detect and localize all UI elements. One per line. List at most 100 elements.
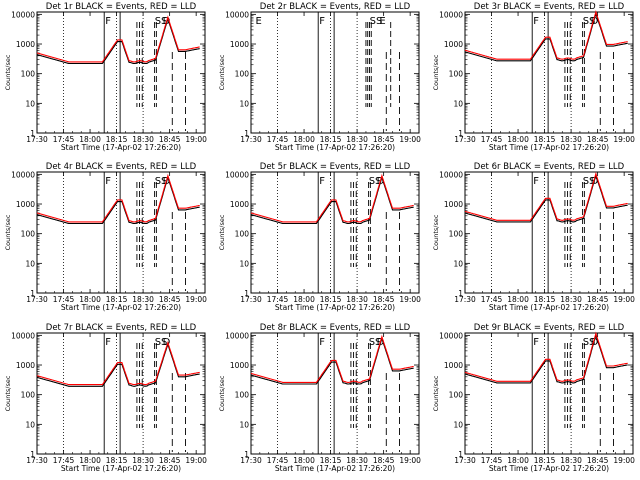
x-tick-label: 18:00 bbox=[79, 295, 101, 304]
x-tick-label: 18:15 bbox=[106, 456, 128, 465]
y-tick-label: 10 bbox=[239, 99, 249, 108]
panel-title: Det 4r BLACK = Events, RED = LLD bbox=[46, 162, 197, 172]
x-tick-label: 19:00 bbox=[399, 456, 421, 465]
flag-label: SS bbox=[369, 337, 382, 348]
x-axis-label: Start Time (17-Apr-02 17:26:20) bbox=[61, 464, 181, 473]
y-tick-label: 10 bbox=[453, 259, 463, 268]
x-tick-label: 18:15 bbox=[320, 456, 342, 465]
y-axis-label: Counts/sec bbox=[4, 54, 12, 90]
flag-label: SS bbox=[583, 176, 596, 187]
x-tick-label: 19:00 bbox=[185, 295, 207, 304]
x-tick-label: 17:45 bbox=[481, 456, 503, 465]
x-tick-label: 17:30 bbox=[454, 295, 476, 304]
y-tick-label: 1 bbox=[458, 450, 463, 459]
y-tick-label: 10000 bbox=[11, 10, 35, 19]
plot-frame bbox=[464, 171, 634, 294]
x-tick-label: 17:45 bbox=[53, 295, 75, 304]
x-axis-label: Start Time (17-Apr-02 17:26:20) bbox=[61, 303, 181, 312]
flag-label: SS bbox=[370, 16, 383, 27]
y-tick-label: 100 bbox=[449, 391, 464, 400]
x-tick-label: 17:30 bbox=[454, 456, 476, 465]
x-axis-label: Start Time (17-Apr-02 17:26:20) bbox=[489, 464, 609, 473]
flag-label: F bbox=[533, 176, 539, 187]
flag-label: F bbox=[105, 176, 111, 187]
detector-panel-6: Det 6r BLACK = Events, RED = LLD 1 10 100 10… bbox=[432, 162, 635, 312]
x-tick-label: 18:30 bbox=[346, 295, 368, 304]
y-tick-label: 100 bbox=[235, 70, 250, 79]
y-tick-label: 1000 bbox=[230, 361, 249, 370]
y-axis-label: Counts/sec bbox=[218, 54, 226, 90]
panel-title: Det 5r BLACK = Events, RED = LLD bbox=[260, 162, 411, 172]
y-tick-label: 10 bbox=[239, 420, 249, 429]
y-tick-label: 100 bbox=[235, 230, 250, 239]
y-tick-label: 10 bbox=[453, 99, 463, 108]
detector-panel-9: Det 9r BLACK = Events, RED = LLD 1 10 100 10… bbox=[432, 323, 635, 473]
x-tick-label: 18:00 bbox=[79, 135, 101, 144]
x-tick-label: 17:30 bbox=[240, 456, 262, 465]
y-tick-label: 1 bbox=[30, 129, 35, 138]
x-tick-label: 19:00 bbox=[399, 135, 421, 144]
y-axis-label: Counts/sec bbox=[432, 375, 440, 411]
x-tick-label: 18:30 bbox=[132, 135, 154, 144]
y-tick-label: 1000 bbox=[444, 40, 463, 49]
flag-label: F bbox=[319, 176, 325, 187]
x-tick-label: 18:00 bbox=[293, 456, 315, 465]
y-tick-label: 10000 bbox=[225, 331, 249, 340]
x-axis-label: Start Time (17-Apr-02 17:26:20) bbox=[61, 143, 181, 152]
detector-panel-1: Det 1r BLACK = Events, RED = LLD 1 10 100 10… bbox=[4, 2, 207, 152]
plot-frame bbox=[250, 332, 420, 455]
x-tick-label: 17:30 bbox=[240, 135, 262, 144]
flag-label: D bbox=[591, 16, 599, 27]
flag-label: SS bbox=[583, 16, 596, 27]
plot-frame bbox=[36, 11, 206, 134]
x-axis-label: Start Time (17-Apr-02 17:26:20) bbox=[275, 303, 395, 312]
flag-label: SS bbox=[583, 337, 596, 348]
x-tick-label: 17:45 bbox=[481, 295, 503, 304]
x-tick-label: 18:45 bbox=[373, 135, 395, 144]
x-tick-label: 17:45 bbox=[267, 135, 289, 144]
x-tick-label: 19:00 bbox=[185, 456, 207, 465]
y-tick-label: 1000 bbox=[16, 200, 35, 209]
x-tick-label: 18:45 bbox=[159, 456, 181, 465]
y-tick-label: 100 bbox=[21, 230, 36, 239]
lld-series-line bbox=[464, 331, 628, 382]
flag-label: SS bbox=[155, 16, 168, 27]
y-tick-label: 10000 bbox=[11, 170, 35, 179]
detector-panel-5: Det 5r BLACK = Events, RED = LLD 1 10 100 10… bbox=[218, 162, 421, 312]
flag-label: F bbox=[319, 16, 325, 27]
plot-frame bbox=[464, 332, 634, 455]
y-tick-label: 1 bbox=[244, 129, 249, 138]
x-tick-label: 18:30 bbox=[560, 295, 582, 304]
y-tick-label: 100 bbox=[21, 391, 36, 400]
x-tick-label: 18:30 bbox=[560, 456, 582, 465]
x-tick-label: 17:45 bbox=[481, 135, 503, 144]
x-tick-label: 18:30 bbox=[346, 135, 368, 144]
panel-title: Det 2r BLACK = Events, RED = LLD bbox=[260, 2, 411, 12]
lld-series-line bbox=[250, 334, 414, 383]
x-tick-label: 18:15 bbox=[534, 135, 556, 144]
panel-title: Det 8r BLACK = Events, RED = LLD bbox=[260, 323, 411, 333]
plot-frame bbox=[36, 332, 206, 455]
detector-panel-3: Det 3r BLACK = Events, RED = LLD 1 10 100 10… bbox=[432, 2, 635, 152]
x-tick-label: 18:30 bbox=[560, 135, 582, 144]
y-tick-label: 1000 bbox=[16, 361, 35, 370]
x-tick-label: 17:45 bbox=[53, 456, 75, 465]
x-tick-label: 18:15 bbox=[320, 135, 342, 144]
x-tick-label: 19:00 bbox=[399, 295, 421, 304]
y-tick-label: 10000 bbox=[439, 10, 463, 19]
x-tick-label: 19:00 bbox=[613, 135, 635, 144]
x-tick-label: 18:30 bbox=[132, 456, 154, 465]
x-tick-label: 18:15 bbox=[106, 295, 128, 304]
lld-series-line bbox=[36, 340, 200, 386]
y-tick-label: 100 bbox=[449, 230, 464, 239]
x-tick-label: 18:45 bbox=[587, 135, 609, 144]
y-axis-label: Counts/sec bbox=[218, 375, 226, 411]
x-tick-label: 18:15 bbox=[534, 295, 556, 304]
x-tick-label: 19:00 bbox=[613, 456, 635, 465]
x-tick-label: 18:00 bbox=[293, 295, 315, 304]
x-tick-label: 18:45 bbox=[587, 456, 609, 465]
detector-panel-7: Det 7r BLACK = Events, RED = LLD 1 10 100 10… bbox=[4, 323, 207, 473]
lld-series-line bbox=[36, 15, 200, 63]
lld-series-line bbox=[36, 173, 200, 223]
x-tick-label: 18:30 bbox=[132, 295, 154, 304]
